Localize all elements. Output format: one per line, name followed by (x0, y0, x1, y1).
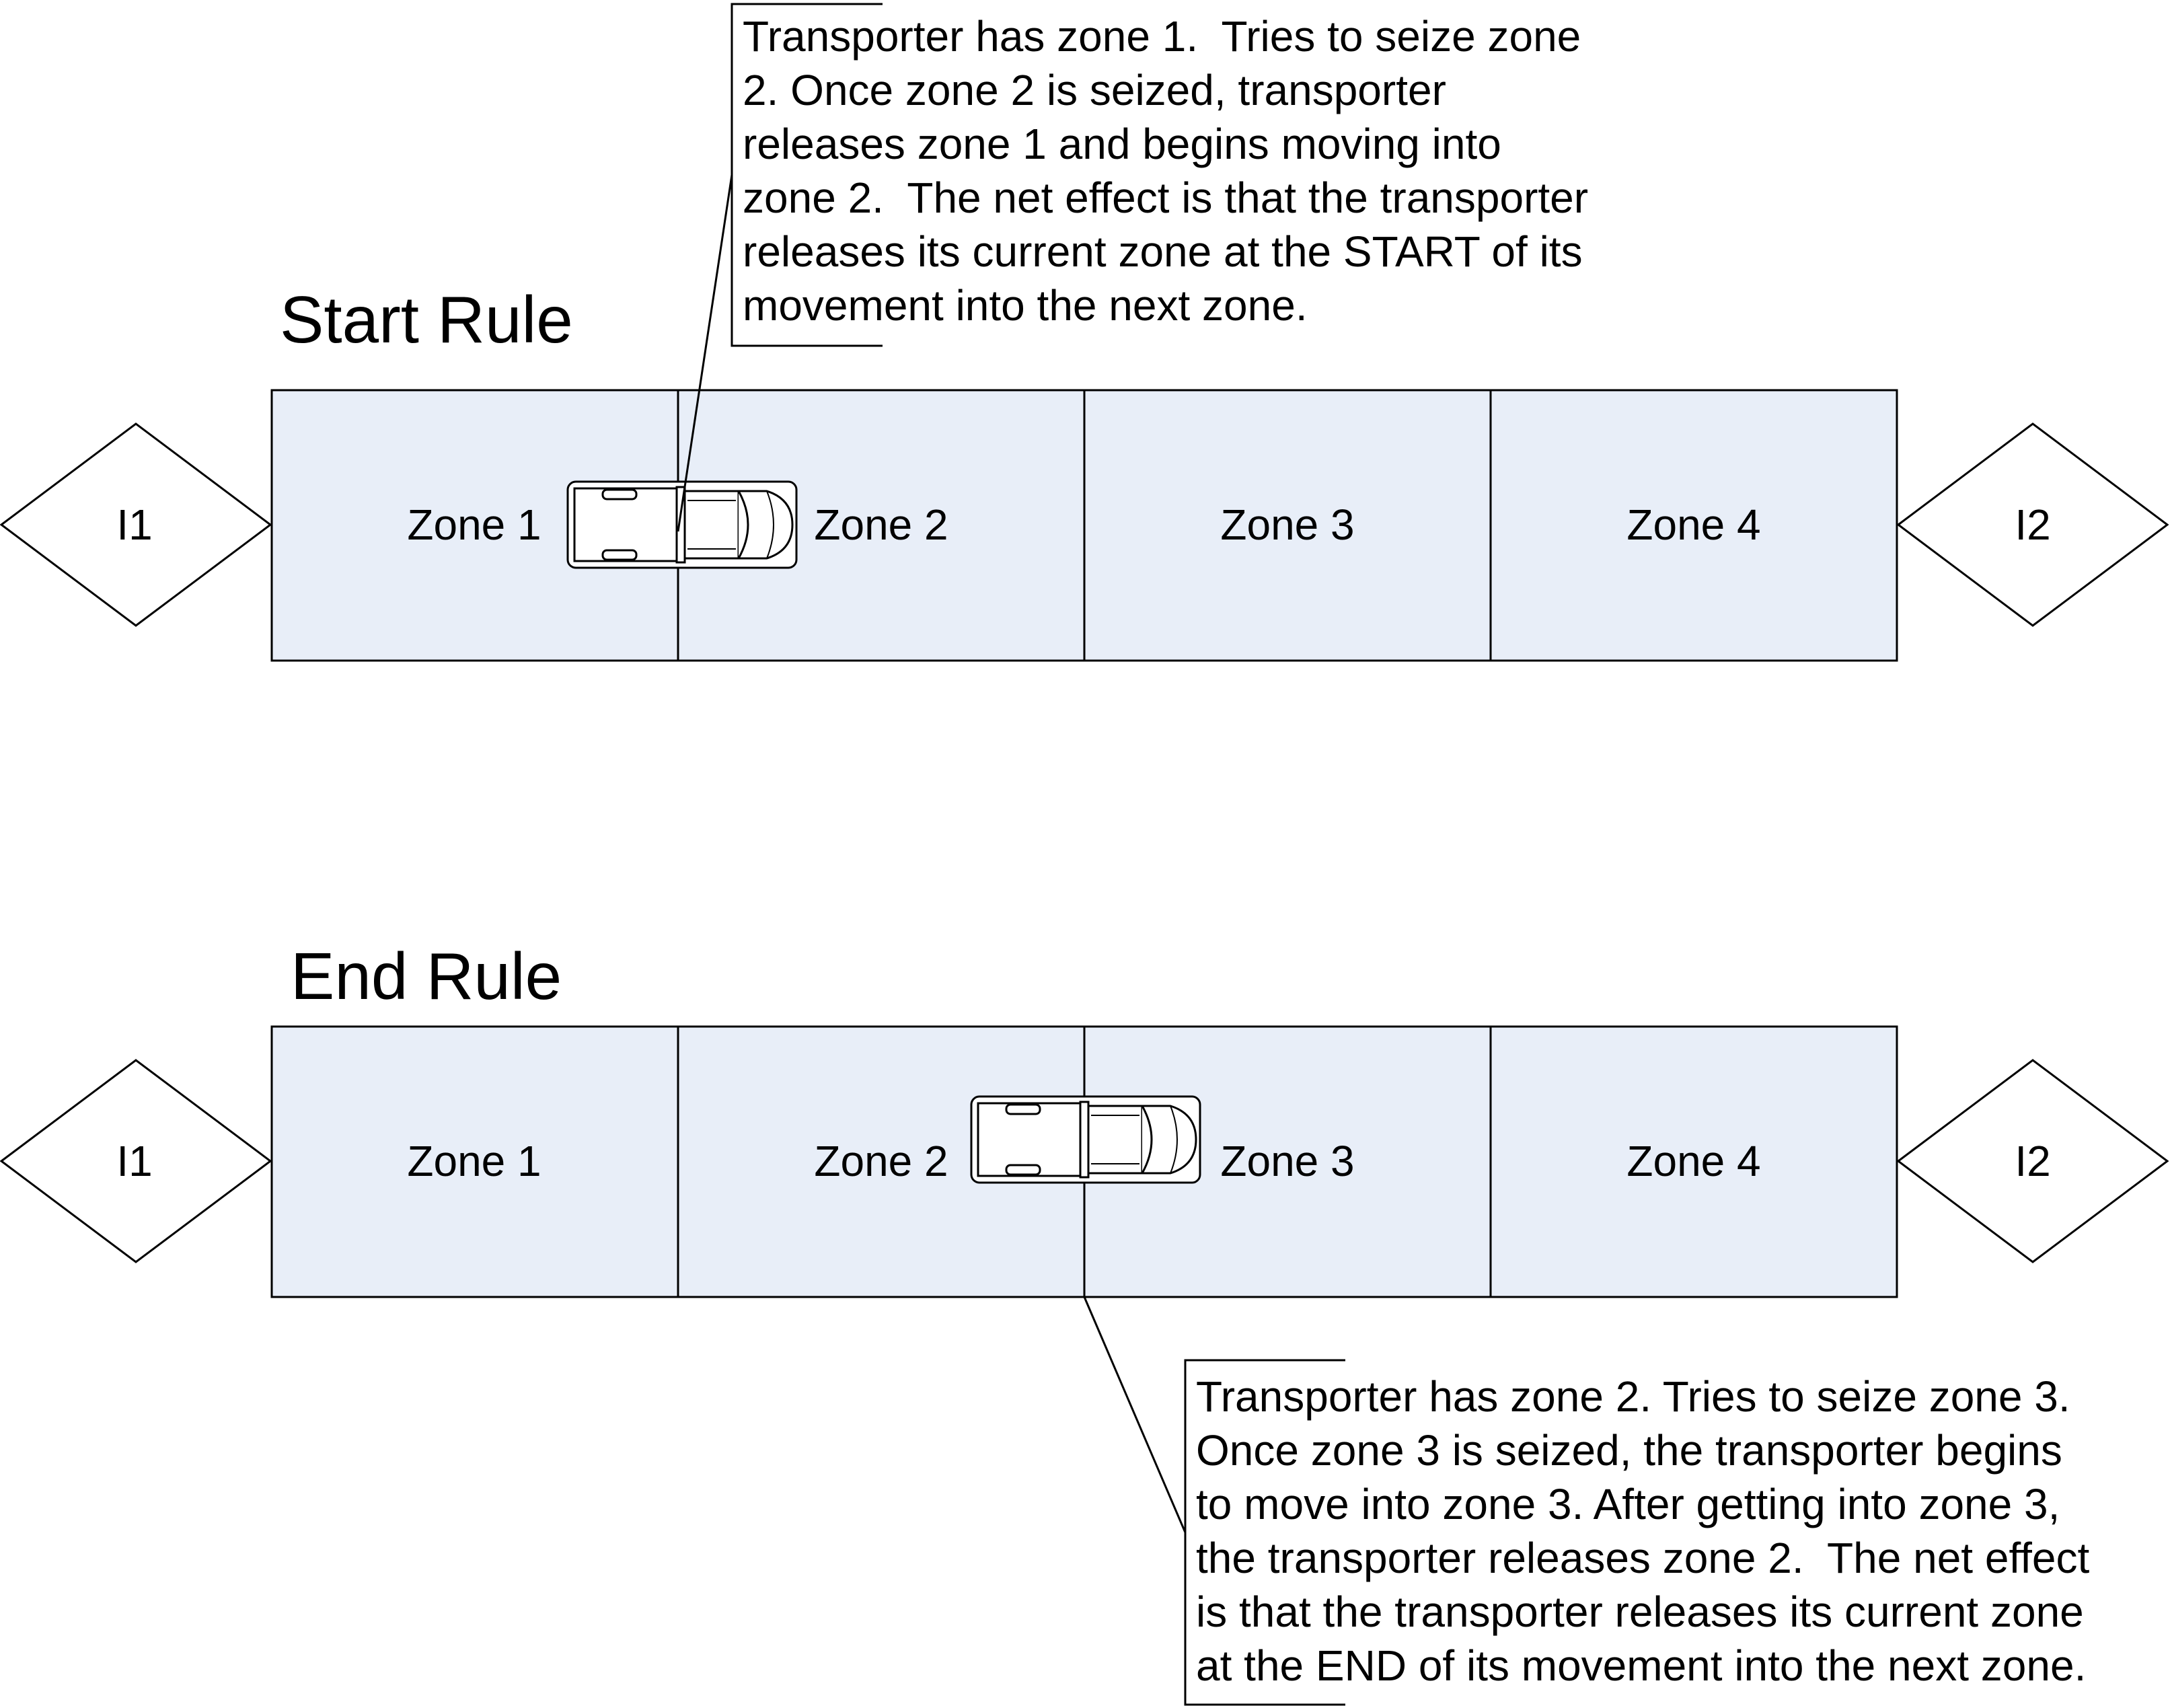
start-zone-4 (1489, 389, 1898, 662)
start-transporter-truck-icon (566, 480, 798, 569)
end-exit-node-label: I2 (2015, 1137, 2050, 1185)
start-exit-node-shape (1896, 422, 2169, 627)
start-zone-2-label: Zone 2 (814, 500, 948, 549)
start-zone-4-label: Zone 4 (1626, 500, 1760, 549)
start-rule-diagram: I1 Zone 1 Zone 2 Zone 3 Zone 4 I2 (0, 3, 2169, 662)
end-transporter-truck-icon (970, 1095, 1201, 1184)
start-exit-node-label: I2 (2015, 500, 2050, 549)
start-zone-1-label: Zone 1 (407, 500, 541, 549)
end-zone-3-label: Zone 3 (1220, 1137, 1354, 1185)
end-rule-diagram: I1 Zone 1 Zone 2 Zone 3 Zone 4 I2 (0, 1025, 2169, 1706)
end-zone-2-label: Zone 2 (814, 1137, 948, 1185)
end-zone-1-label: Zone 1 (407, 1137, 541, 1185)
start-zone-3-label: Zone 3 (1220, 500, 1354, 549)
start-entry-node-shape (0, 422, 272, 627)
start-rule-title: Start Rule (280, 283, 573, 357)
end-rule-title: End Rule (291, 939, 562, 1013)
end-entry-node-label: I1 (116, 1137, 152, 1185)
end-callout-leader (1083, 1296, 1187, 1533)
end-rule-callout: Transporter has zone 2. Tries to seize z… (1196, 1372, 2090, 1690)
start-rule-callout: Transporter has zone 1. Tries to seize z… (743, 12, 1589, 330)
end-zone-4 (1489, 1025, 1898, 1298)
end-exit-node-shape (1896, 1059, 2169, 1263)
start-callout-leader (677, 174, 733, 532)
end-zone-1 (270, 1025, 679, 1298)
start-zone-2 (677, 389, 1086, 662)
start-zone-3 (1083, 389, 1492, 662)
start-entry-node-label: I1 (116, 500, 152, 549)
end-zone-4-label: Zone 4 (1626, 1137, 1760, 1185)
end-entry-node-shape (0, 1059, 272, 1263)
